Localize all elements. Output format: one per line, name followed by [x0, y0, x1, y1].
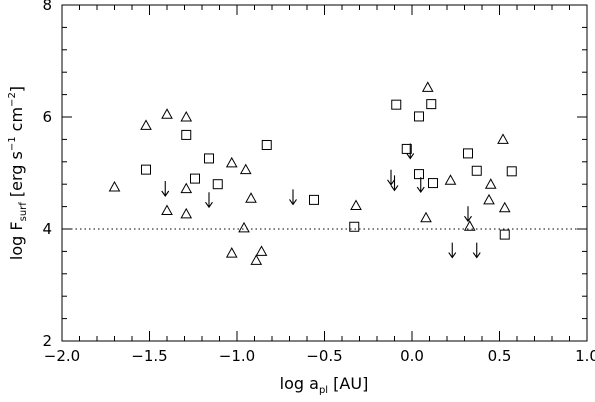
- triangle-point: [250, 254, 263, 265]
- square-point: [204, 153, 214, 164]
- triangle-point: [245, 192, 257, 203]
- upper-limit-arrow: [289, 189, 297, 206]
- upper-limit-arrow: [161, 181, 170, 197]
- triangle-point: [161, 204, 173, 216]
- triangle-point: [180, 110, 193, 122]
- square-point: [506, 166, 517, 177]
- triangle-point: [497, 133, 509, 144]
- triangle-point: [238, 221, 250, 233]
- upper-limit-arrow: [416, 177, 425, 194]
- y-tick-label: 4: [42, 220, 52, 238]
- upper-limit-arrow: [387, 169, 395, 186]
- x-tick-label: −1.0: [219, 347, 255, 365]
- square-point: [181, 129, 192, 140]
- data-points: [108, 81, 517, 265]
- square-point: [463, 148, 473, 159]
- triangle-point: [421, 81, 434, 92]
- x-tick-label: 0.0: [400, 347, 424, 365]
- tick-labels: −2.0 −1.5 −1.0 −0.5 0.0 0.5 1.0 2 4 6 8: [42, 0, 595, 365]
- x-tick-label: −1.5: [131, 347, 167, 365]
- triangle-point: [108, 180, 121, 192]
- triangle-point: [498, 201, 511, 213]
- triangle-point: [225, 156, 238, 168]
- triangle-point: [140, 119, 152, 130]
- square-point: [391, 99, 402, 110]
- triangle-point: [180, 207, 193, 219]
- upper-limit-arrow: [390, 175, 399, 192]
- triangle-point: [239, 163, 252, 175]
- triangle-point: [483, 193, 495, 205]
- axis-ticks: [61, 4, 588, 342]
- upper-limit-arrow: [448, 242, 457, 259]
- x-tick-label: 1.0: [575, 347, 595, 365]
- square-point: [190, 173, 200, 184]
- triangle-point: [180, 182, 193, 194]
- upper-limit-arrow: [464, 206, 472, 223]
- square-point: [499, 229, 510, 240]
- upper-limit-arrow: [406, 143, 415, 160]
- triangle-point: [484, 178, 497, 189]
- y-tick-label: 2: [42, 332, 52, 350]
- x-tick-label: 0.5: [488, 347, 512, 365]
- triangle-point: [255, 245, 268, 256]
- square-point: [471, 165, 482, 176]
- square-point: [428, 178, 438, 189]
- triangle-point: [161, 108, 173, 119]
- square-point: [309, 194, 319, 205]
- upper-limit-arrow: [472, 242, 481, 259]
- square-point: [401, 143, 412, 154]
- triangle-point: [463, 220, 476, 231]
- upper-limit-arrow: [205, 192, 213, 209]
- triangle-point: [225, 247, 238, 258]
- x-tick-label: −2.0: [44, 347, 80, 365]
- y-tick-label: 8: [42, 0, 52, 14]
- square-point: [212, 179, 223, 190]
- square-point: [414, 169, 424, 180]
- x-axis-title: log apl [AU]: [280, 374, 369, 396]
- x-tick-label: −0.5: [306, 347, 342, 365]
- square-point: [141, 164, 151, 175]
- y-axis-title: log Fsurf [erg s−1 cm−2]: [7, 86, 29, 260]
- square-point: [261, 140, 272, 150]
- triangle-point: [350, 199, 362, 210]
- triangle-point: [444, 174, 457, 185]
- square-point: [349, 221, 360, 232]
- square-point: [426, 99, 437, 110]
- square-point: [414, 111, 424, 122]
- plot-frame: [61, 4, 588, 342]
- y-tick-label: 6: [42, 108, 52, 126]
- triangle-point: [420, 211, 432, 223]
